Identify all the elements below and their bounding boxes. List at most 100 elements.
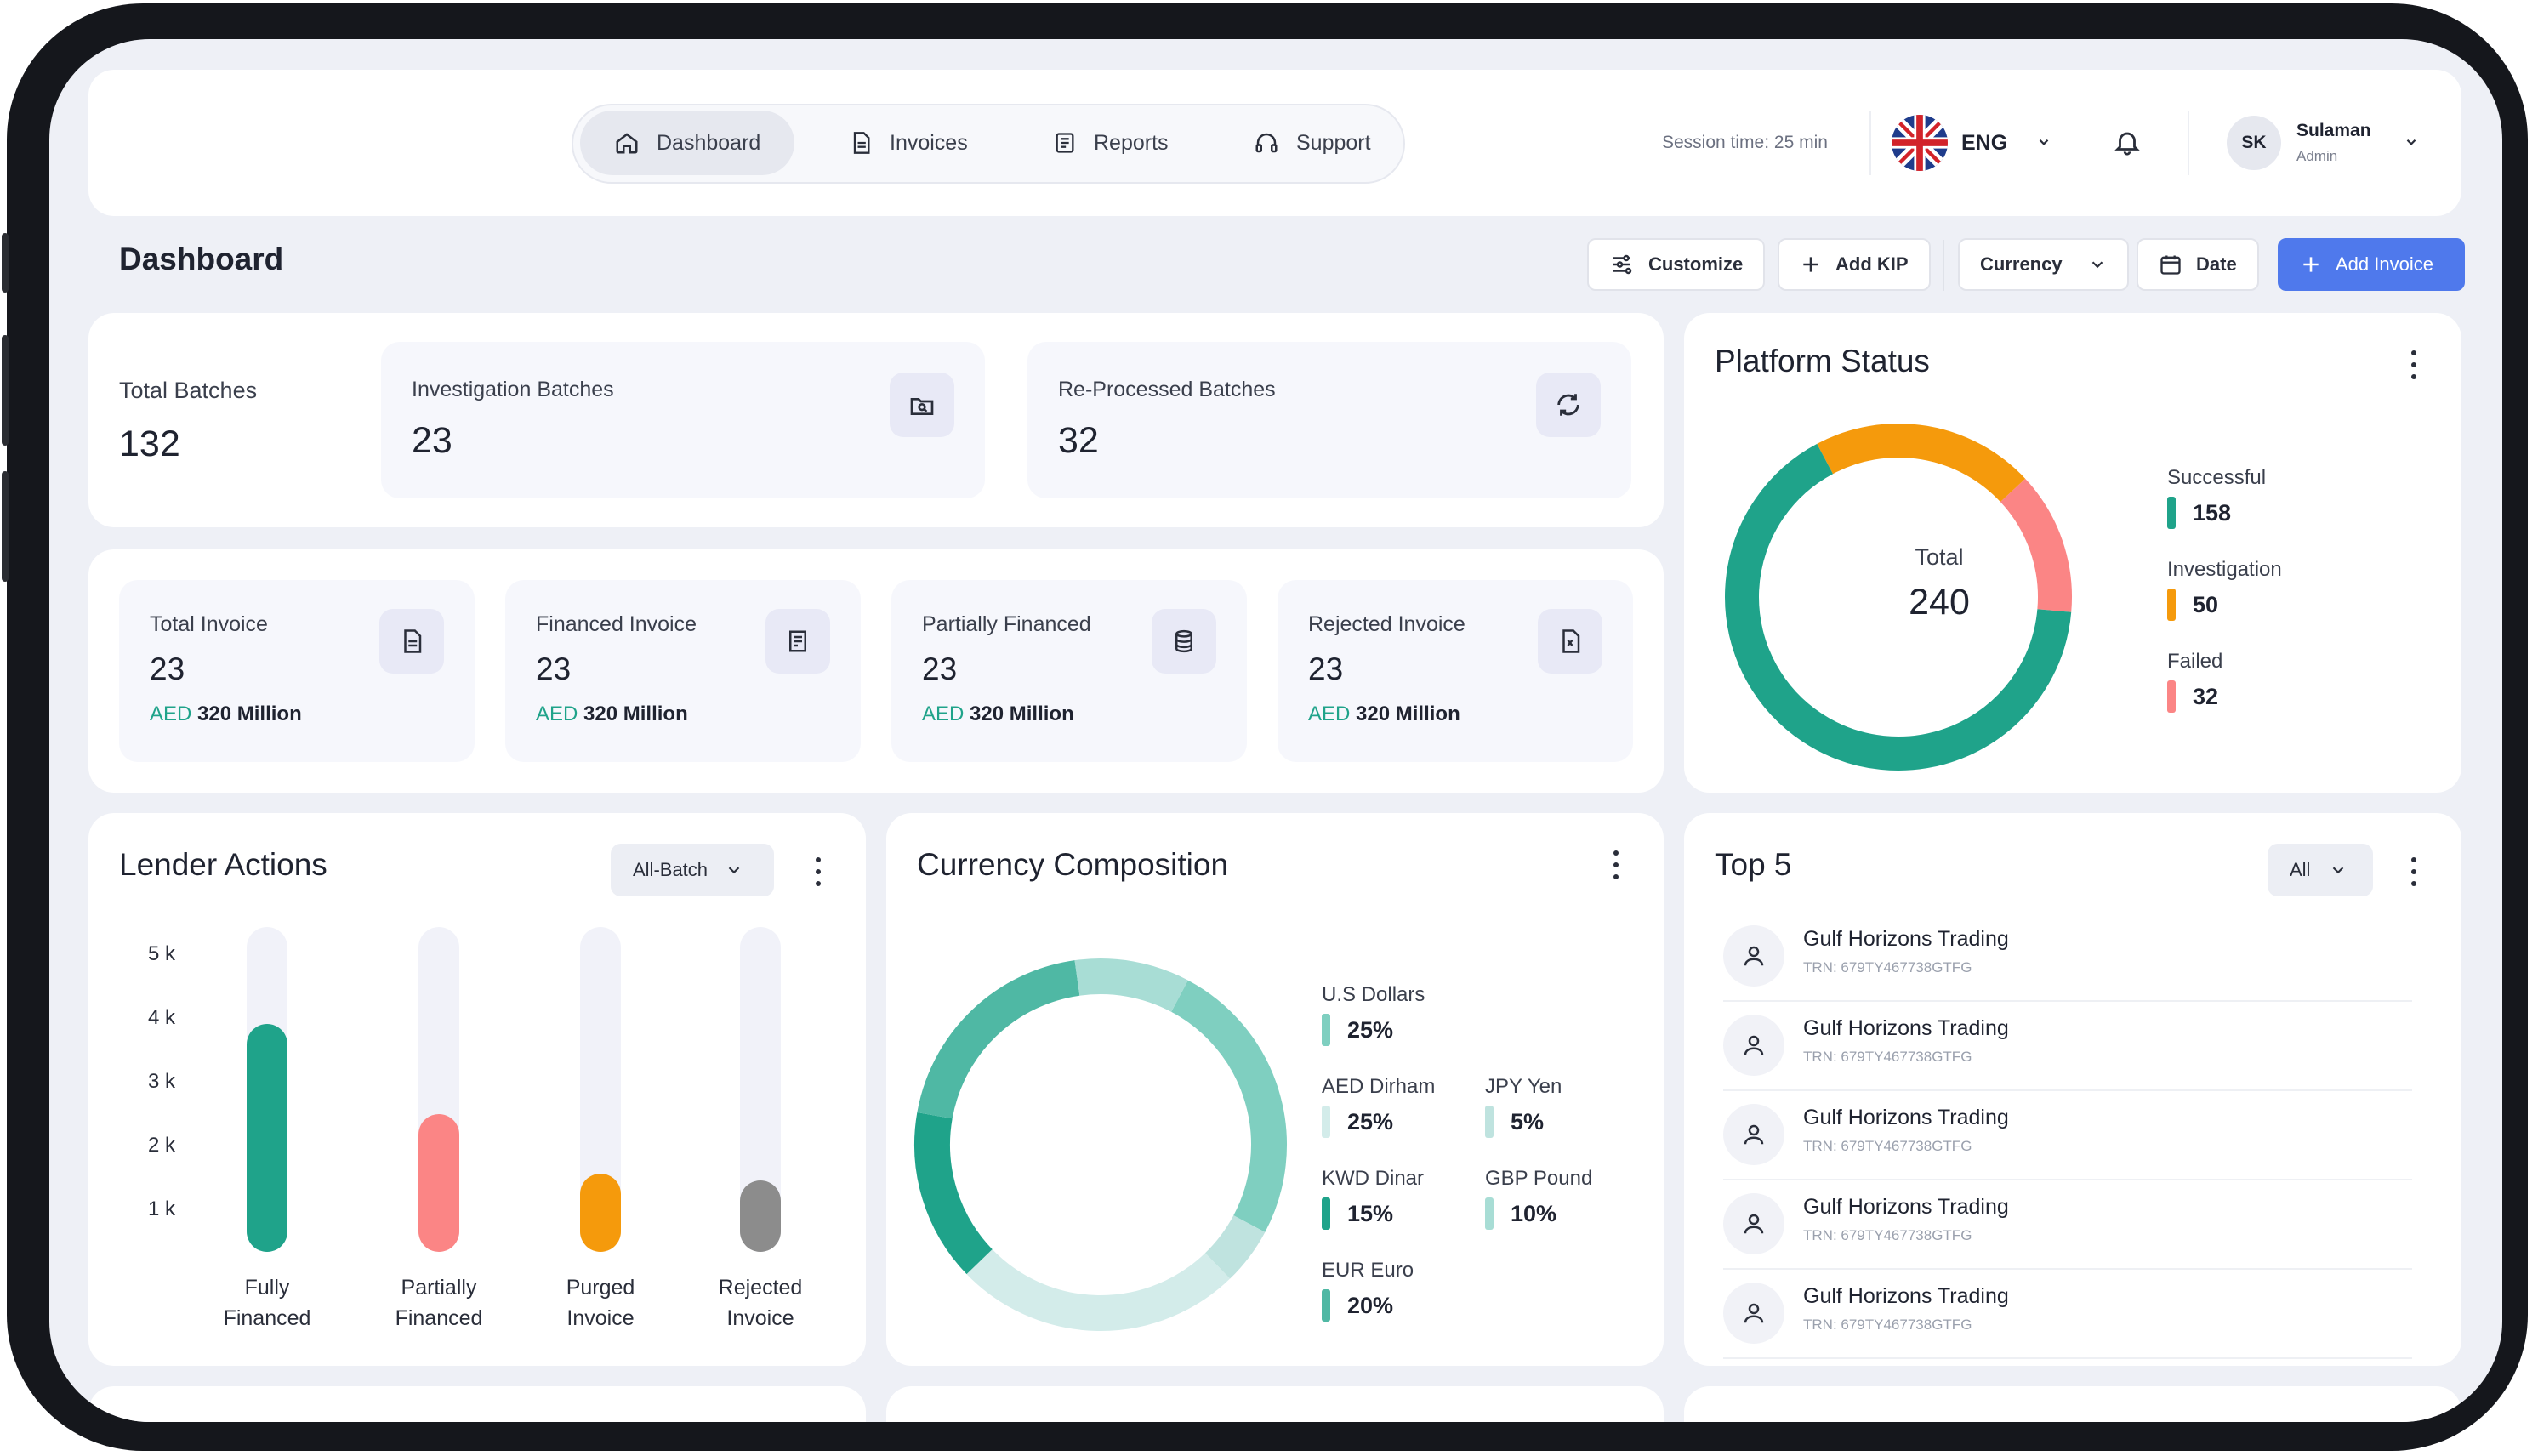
lender-actions-card: Lender Actions All-Batch 5 k 4 k 3 k 2 k 1 k… — [88, 813, 866, 1366]
total-batches-label: Total Batches — [119, 378, 258, 403]
donut-segment[interactable] — [1074, 958, 1188, 1012]
list-item[interactable]: Gulf Horizons Trading TRN: 679TY467738GTF… — [1723, 1181, 2412, 1270]
tab-dashboard[interactable]: Dashboard — [580, 111, 795, 175]
lender-actions-title: Lender Actions — [119, 847, 327, 882]
list-item[interactable]: Gulf Horizons Trading TRN: 679TY467738GTF… — [1723, 913, 2412, 1002]
legend-value: 32 — [2193, 684, 2219, 709]
currency-title: Currency Composition — [917, 847, 1229, 882]
list-item[interactable]: Gulf Horizons Trading TRN: 679TY467738GTF… — [1723, 1003, 2412, 1091]
bar[interactable] — [580, 1174, 621, 1252]
user-icon — [1744, 1303, 1764, 1323]
more-options-icon[interactable] — [813, 857, 823, 886]
legend-value: 25% — [1347, 1109, 1394, 1135]
donut-segment[interactable] — [1204, 1214, 1266, 1279]
donut-segment[interactable] — [1817, 424, 2026, 503]
add-invoice-label: Add Invoice — [2336, 253, 2433, 275]
amount: 320 Million — [197, 702, 302, 725]
invoices-card: Total Invoice 23 AED 320 Million Finance… — [88, 549, 1664, 793]
add-kip-button[interactable]: Add KIP — [1778, 238, 1931, 291]
power-button — [2, 471, 9, 582]
headset-icon — [1255, 133, 1278, 153]
platform-status-donut — [1725, 424, 2072, 771]
tab-support[interactable]: Support — [1220, 111, 1405, 175]
bar-label: Fully — [244, 1276, 290, 1300]
reprocessed-batches: Re-Processed Batches 32 — [1027, 342, 1631, 498]
language-label: ENG — [1961, 131, 2008, 155]
customize-button[interactable]: Customize — [1587, 238, 1766, 291]
donut-segment[interactable] — [1170, 980, 1287, 1232]
y-tick-label: 4 k — [148, 1006, 176, 1029]
currency-code: AED — [536, 702, 578, 725]
user-icon — [1744, 1124, 1764, 1145]
currency-donut — [914, 958, 1287, 1331]
database-icon — [1175, 629, 1192, 653]
page-title: Dashboard — [119, 242, 284, 276]
tab-dashboard-label: Dashboard — [657, 130, 761, 155]
currency-legend-item: AED Dirham 25% — [1322, 1075, 1475, 1152]
avatar — [1723, 1283, 1784, 1344]
reprocessed-batches-label: Re-Processed Batches — [1058, 378, 1276, 401]
language-selector[interactable]: ENG — [1892, 112, 2062, 173]
legend-label: AED Dirham — [1322, 1075, 1436, 1098]
bar[interactable] — [418, 1114, 459, 1252]
file-x-icon — [1562, 629, 1580, 653]
tab-reports[interactable]: Reports — [1019, 111, 1203, 175]
currency-dropdown[interactable]: Currency — [1958, 238, 2129, 291]
plus-icon — [1803, 257, 1818, 272]
more-options-icon[interactable] — [1611, 850, 1621, 879]
legend-label: Successful — [2167, 466, 2267, 489]
tab-invoices[interactable]: Invoices — [815, 111, 1002, 175]
chevron-down-icon — [2406, 139, 2416, 145]
company-trn: TRN: 679TY467738GTFG — [1803, 959, 1972, 975]
list-item[interactable]: Gulf Horizons Trading TRN: 679TY467738GTF… — [1723, 1092, 2412, 1180]
list-item[interactable]: Gulf Horizons Trading TRN: 679TY467738GTF… — [1723, 1271, 2412, 1359]
donut-segment[interactable] — [1725, 443, 2072, 771]
user-menu[interactable]: SK Sulaman Admin — [2227, 114, 2431, 173]
bar-label: Partially — [401, 1276, 477, 1300]
legend-value: 5% — [1511, 1109, 1545, 1135]
bar-label: Financed — [223, 1306, 311, 1330]
donut-segment[interactable] — [914, 1112, 993, 1275]
toolbar-divider — [1943, 240, 1944, 291]
currency-code: AED — [922, 702, 965, 725]
top5-filter-dropdown[interactable]: All — [2268, 844, 2373, 896]
add-invoice-button[interactable]: Add Invoice — [2278, 238, 2465, 291]
more-options-icon[interactable] — [2409, 857, 2419, 886]
bar[interactable] — [247, 1024, 287, 1252]
batch-filter-label: All-Batch — [633, 859, 708, 880]
invoice-stat-amount: AED 320 Million — [536, 702, 688, 726]
bar[interactable] — [740, 1180, 781, 1252]
chevron-down-icon — [2091, 261, 2103, 269]
invoice-stat-label: Financed Invoice — [536, 612, 697, 636]
amount: 320 Million — [970, 702, 1074, 725]
investigation-batches-label: Investigation Batches — [412, 378, 614, 401]
user-name: Sulaman — [2296, 121, 2371, 140]
invoice-stat-value: 23 — [922, 651, 958, 686]
donut-segment[interactable] — [917, 960, 1080, 1119]
invoice-stat-value: 23 — [1308, 651, 1344, 686]
date-button[interactable]: Date — [2137, 238, 2259, 291]
company-name: Gulf Horizons Trading — [1803, 1106, 2009, 1129]
invoice-stat-amount: AED 320 Million — [1308, 702, 1460, 726]
legend-swatch — [1485, 1197, 1494, 1230]
donut-segment[interactable] — [966, 1248, 1231, 1331]
currency-legend-item: U.S Dollars 25% — [1322, 983, 1475, 1060]
folder-search-icon — [910, 398, 934, 415]
company-name: Gulf Horizons Trading — [1803, 1016, 2009, 1040]
batch-filter-dropdown[interactable]: All-Batch — [611, 844, 774, 896]
y-tick-label: 2 k — [148, 1134, 176, 1157]
avatar — [1723, 1193, 1784, 1254]
amount: 320 Million — [1356, 702, 1460, 725]
more-options-icon[interactable] — [2409, 350, 2419, 379]
date-label: Date — [2196, 253, 2237, 275]
invoice-stat-amount: AED 320 Million — [150, 702, 302, 726]
screen: Dashboard Invoices Reports Support Sessi… — [49, 39, 2502, 1422]
bell-icon[interactable] — [2113, 128, 2142, 156]
invoice-stat-label: Partially Financed — [922, 612, 1091, 636]
total-batches-value: 132 — [119, 424, 180, 464]
currency-code: AED — [1308, 702, 1351, 725]
document-icon — [853, 132, 870, 154]
company-name: Gulf Horizons Trading — [1803, 1284, 2009, 1308]
donut-segment[interactable] — [2000, 478, 2072, 612]
donut-center-label: Total — [1915, 544, 1964, 570]
